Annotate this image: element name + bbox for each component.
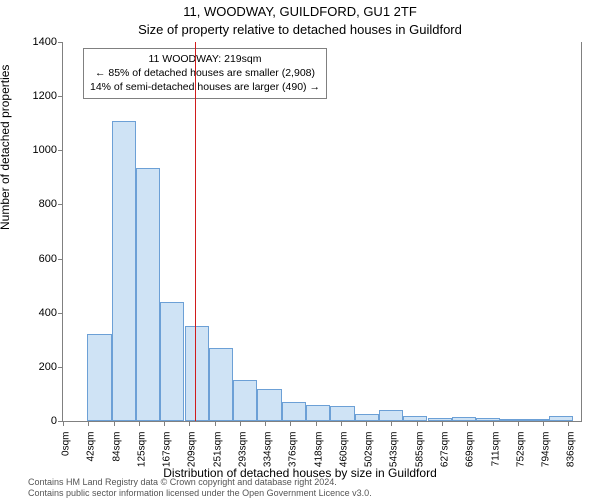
x-tick <box>139 421 140 426</box>
x-tick <box>63 421 64 426</box>
chart-container: 11, WOODWAY, GUILDFORD, GU1 2TF Size of … <box>0 0 600 500</box>
histogram-bar <box>549 416 573 421</box>
y-axis-label: Number of detached properties <box>0 65 12 230</box>
annotation-line1: 11 WOODWAY: 219sqm <box>90 52 320 66</box>
footer-attribution: Contains HM Land Registry data © Crown c… <box>28 477 372 498</box>
reference-line <box>195 42 196 421</box>
histogram-bar <box>330 406 354 421</box>
x-tick <box>290 421 291 426</box>
x-tick <box>240 421 241 426</box>
x-tick <box>316 421 317 426</box>
title-line2: Size of property relative to detached ho… <box>0 22 600 37</box>
y-tick-label: 200 <box>17 361 57 373</box>
y-tick-label: 800 <box>17 198 57 210</box>
histogram-bar <box>476 418 500 421</box>
y-tick-label: 1000 <box>17 144 57 156</box>
histogram-bar <box>136 168 160 421</box>
histogram-bar <box>160 302 184 421</box>
x-tick <box>467 421 468 426</box>
histogram-bar <box>233 380 257 421</box>
y-tick <box>58 259 63 260</box>
x-tick <box>366 421 367 426</box>
y-tick <box>58 150 63 151</box>
x-tick <box>88 421 89 426</box>
histogram-bar <box>379 410 403 421</box>
histogram-bar <box>403 416 427 421</box>
histogram-bar <box>257 389 281 421</box>
y-tick-label: 400 <box>17 307 57 319</box>
x-tick <box>442 421 443 426</box>
histogram-bar <box>209 348 233 421</box>
y-tick <box>58 42 63 43</box>
histogram-bar <box>112 121 136 421</box>
title-line1: 11, WOODWAY, GUILDFORD, GU1 2TF <box>0 4 600 19</box>
histogram-bar <box>428 418 452 421</box>
histogram-bar <box>306 405 330 421</box>
x-tick <box>189 421 190 426</box>
footer-line1: Contains HM Land Registry data © Crown c… <box>28 477 372 487</box>
annotation-box: 11 WOODWAY: 219sqm ← 85% of detached hou… <box>83 48 327 99</box>
histogram-bar <box>525 419 549 421</box>
x-tick <box>568 421 569 426</box>
y-tick-label: 1400 <box>17 36 57 48</box>
annotation-line3: 14% of semi-detached houses are larger (… <box>90 80 320 94</box>
y-tick <box>58 96 63 97</box>
histogram-bar <box>452 417 476 421</box>
y-tick-label: 1200 <box>17 90 57 102</box>
x-tick <box>341 421 342 426</box>
x-tick <box>543 421 544 426</box>
histogram-bar <box>185 326 209 421</box>
y-tick-label: 600 <box>17 253 57 265</box>
histogram-bar <box>87 334 111 421</box>
x-tick <box>114 421 115 426</box>
x-tick <box>391 421 392 426</box>
x-tick <box>164 421 165 426</box>
x-tick <box>265 421 266 426</box>
y-tick <box>58 204 63 205</box>
y-tick <box>58 367 63 368</box>
annotation-line2: ← 85% of detached houses are smaller (2,… <box>90 66 320 80</box>
x-tick <box>215 421 216 426</box>
y-tick-label: 0 <box>17 415 57 427</box>
footer-line2: Contains public sector information licen… <box>28 488 372 498</box>
x-tick <box>493 421 494 426</box>
histogram-bar <box>282 402 306 421</box>
plot-area: 11 WOODWAY: 219sqm ← 85% of detached hou… <box>62 42 582 422</box>
histogram-bar <box>355 414 379 421</box>
histogram-bar <box>500 419 524 421</box>
x-tick <box>518 421 519 426</box>
x-tick <box>417 421 418 426</box>
y-tick <box>58 313 63 314</box>
